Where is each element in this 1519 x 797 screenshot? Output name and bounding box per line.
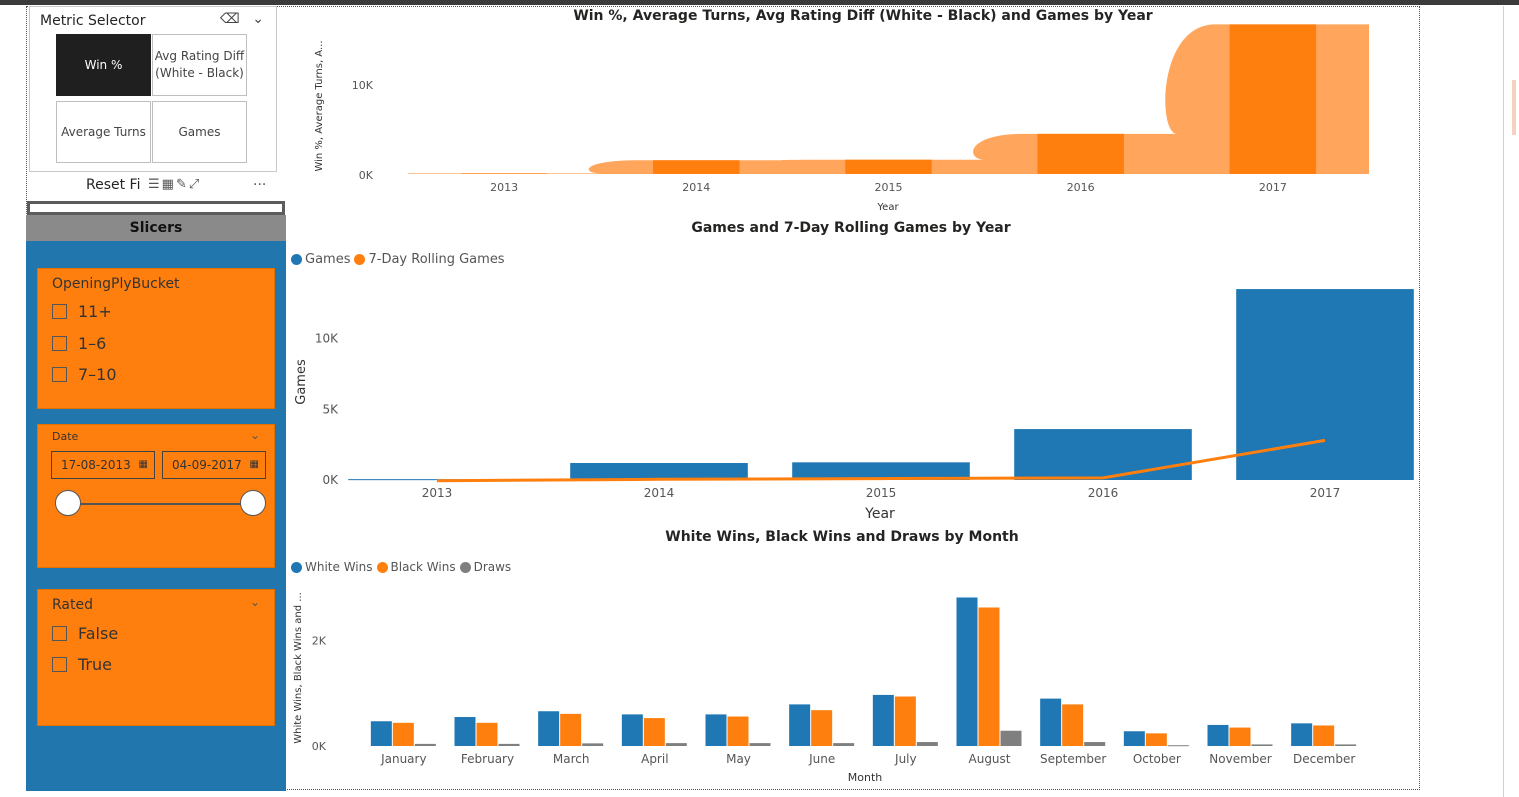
rated-option[interactable]: False [52, 624, 118, 643]
checkbox-icon[interactable] [52, 367, 67, 382]
legend-dot-icon [459, 561, 471, 573]
option-label: False [78, 624, 119, 643]
date-title: Date [52, 430, 79, 443]
metric-tile-games[interactable]: Games [152, 101, 247, 163]
rated-option[interactable]: True [52, 655, 112, 674]
date-end-value: 04-09-2017 [172, 458, 242, 472]
legend-item[interactable]: Games [291, 252, 350, 267]
legend-label: White Wins [305, 560, 373, 574]
expand-icon[interactable]: ⤢ [188, 177, 202, 192]
metric-tile-win-pct[interactable]: Win % [56, 34, 151, 96]
visual-header-icons: ☰▦✎⤢ [148, 177, 201, 192]
metric-tile-avg-rating-diff[interactable]: Avg Rating Diff (White - Black) [152, 34, 247, 96]
opening-ply-title: OpeningPlyBucket [52, 276, 180, 292]
slicers-header: Slicers [26, 215, 286, 241]
chart3-legend: White Wins Black Wins Draws [291, 560, 515, 574]
checkbox-icon[interactable] [52, 304, 67, 319]
opening-ply-option[interactable]: 11+ [52, 302, 112, 321]
checkbox-icon[interactable] [52, 336, 67, 351]
legend-dot-icon [376, 561, 388, 573]
calendar-icon[interactable]: ▦ [249, 459, 259, 470]
opening-ply-slicer: OpeningPlyBucket 11+ 1–6 7–10 [37, 268, 275, 409]
metric-tile-average-turns[interactable]: Average Turns [56, 101, 151, 163]
legend-item[interactable]: Black Wins [376, 560, 456, 574]
checkbox-icon[interactable] [52, 657, 67, 672]
date-end-input[interactable]: 04-09-2017 ▦ [162, 451, 266, 479]
chart-icon[interactable]: ▦ [161, 177, 176, 192]
legend-item[interactable]: Draws [459, 560, 512, 574]
date-range-end-handle[interactable] [240, 490, 266, 516]
chevron-down-icon[interactable]: ⌄ [249, 428, 260, 442]
opening-ply-option[interactable]: 1–6 [52, 334, 106, 353]
checkbox-icon[interactable] [52, 626, 67, 641]
calendar-icon[interactable]: ▦ [138, 459, 148, 470]
date-start-value: 17-08-2013 [61, 458, 131, 472]
date-start-input[interactable]: 17-08-2013 ▦ [51, 451, 155, 479]
option-label: 11+ [78, 302, 112, 321]
legend-label: Games [305, 252, 351, 267]
option-label: True [78, 655, 112, 674]
eraser-icon[interactable]: ⌫ [220, 11, 240, 27]
opening-ply-option[interactable]: 7–10 [52, 365, 117, 384]
chevron-down-icon[interactable]: ⌄ [252, 11, 264, 27]
date-slicer: Date ⌄ 17-08-2013 ▦ 04-09-2017 ▦ [37, 424, 275, 568]
metric-selector-tools: ⌫ ⌄ [220, 11, 264, 27]
metric-selector: Metric Selector ⌫ ⌄ Win % Avg Rating Dif… [29, 6, 277, 172]
reset-filters-button[interactable]: Reset Fi [86, 177, 141, 193]
legend-dot-icon [291, 561, 302, 573]
more-options-icon[interactable]: ··· [253, 177, 267, 193]
pen-icon[interactable]: ✎ [175, 177, 189, 192]
legend-label: Draws [473, 560, 512, 574]
legend-item[interactable]: 7-Day Rolling Games [354, 252, 505, 267]
side-panel-edge[interactable] [1512, 80, 1516, 135]
option-label: 7–10 [78, 365, 117, 384]
date-range-track[interactable] [68, 503, 254, 505]
window-top-bar [0, 0, 1519, 5]
legend-item[interactable]: White Wins [291, 560, 373, 574]
filter-icon[interactable]: ☰ [148, 177, 162, 192]
chart1-title: Win %, Average Turns, Avg Rating Diff (W… [573, 8, 1153, 24]
legend-label: 7-Day Rolling Games [368, 252, 505, 267]
chart2-title: Games and 7-Day Rolling Games by Year [691, 220, 1011, 236]
legend-dot-icon [291, 254, 302, 265]
slicer-search-strip[interactable] [27, 201, 285, 215]
rated-title: Rated [52, 597, 93, 613]
chart2-legend: Games 7-Day Rolling Games [291, 252, 509, 267]
metric-selector-title: Metric Selector [40, 13, 146, 29]
option-label: 1–6 [78, 334, 107, 353]
chart3-title: White Wins, Black Wins and Draws by Mont… [665, 529, 1019, 545]
legend-label: Black Wins [390, 560, 456, 574]
page-divider [1503, 6, 1504, 797]
rated-slicer: Rated ⌄ False True [37, 589, 275, 726]
legend-dot-icon [354, 254, 366, 265]
chevron-down-icon[interactable]: ⌄ [249, 595, 260, 609]
date-range-start-handle[interactable] [55, 490, 81, 516]
